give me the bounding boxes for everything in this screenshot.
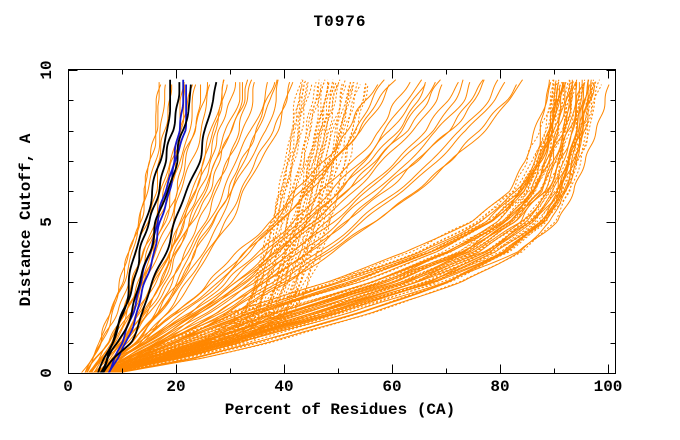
x-tick-label-40: 40 (274, 378, 294, 396)
y-axis-label: Distance Cutoff, A (17, 133, 35, 307)
plot-title: T0976 (313, 13, 367, 31)
x-tick-label-20: 20 (166, 378, 186, 396)
x-tick-label-60: 60 (382, 378, 402, 396)
x-tick-label-100: 100 (593, 378, 623, 396)
y-tick-label-10: 10 (38, 60, 56, 80)
x-tick-label-80: 80 (490, 378, 510, 396)
y-tick-label-5: 5 (38, 216, 56, 227)
x-tick-label-0: 0 (63, 378, 73, 396)
y-tick-label-0: 0 (38, 368, 56, 378)
x-axis-label: Percent of Residues (CA) (224, 401, 456, 419)
